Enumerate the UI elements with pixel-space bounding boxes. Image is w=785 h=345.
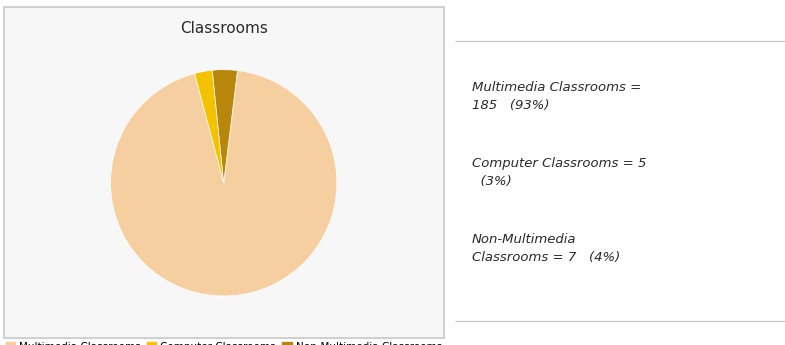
Title: Classrooms: Classrooms	[180, 21, 268, 36]
Wedge shape	[195, 70, 224, 183]
Text: Multimedia Classrooms =
185   (93%): Multimedia Classrooms = 185 (93%)	[472, 81, 641, 112]
Text: Computer Classrooms = 5
  (3%): Computer Classrooms = 5 (3%)	[472, 157, 646, 188]
Wedge shape	[212, 70, 238, 183]
Text: Non-Multimedia
Classrooms = 7   (4%): Non-Multimedia Classrooms = 7 (4%)	[472, 233, 620, 264]
Legend: Multimedia Classrooms, Computer Classrooms, Non-Multimedia Classrooms: Multimedia Classrooms, Computer Classroo…	[2, 337, 446, 345]
Wedge shape	[111, 70, 337, 296]
